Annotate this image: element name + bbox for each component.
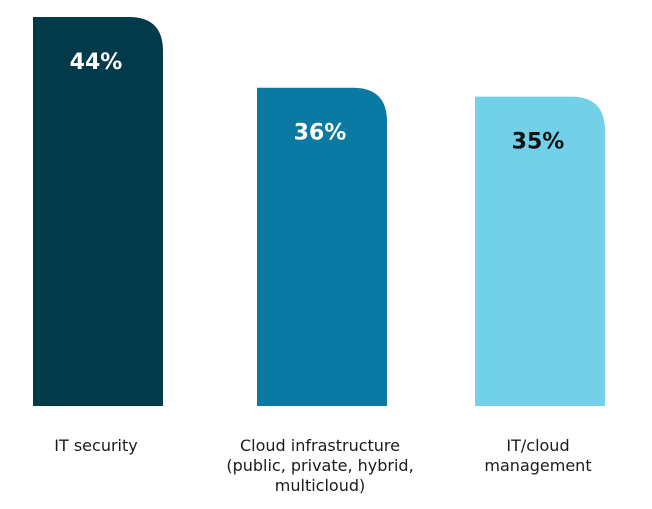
value-labels-layer: 44% 36% 35%	[70, 50, 565, 155]
category-label-it-security: IT security	[54, 436, 138, 455]
bars-layer	[33, 17, 605, 407]
value-label-it-security: 44%	[70, 50, 123, 75]
category-label-it-cloud-management: IT/cloud management	[484, 436, 592, 475]
bar-cloud-infrastructure	[257, 87, 387, 407]
bar-it-cloud-management	[475, 96, 605, 407]
bar-it-security	[33, 17, 163, 406]
value-label-it-cloud-management: 35%	[512, 130, 565, 155]
category-label-cloud-infrastructure: Cloud infrastructure (public, private, h…	[226, 436, 414, 495]
value-label-cloud-infrastructure: 36%	[294, 121, 347, 146]
